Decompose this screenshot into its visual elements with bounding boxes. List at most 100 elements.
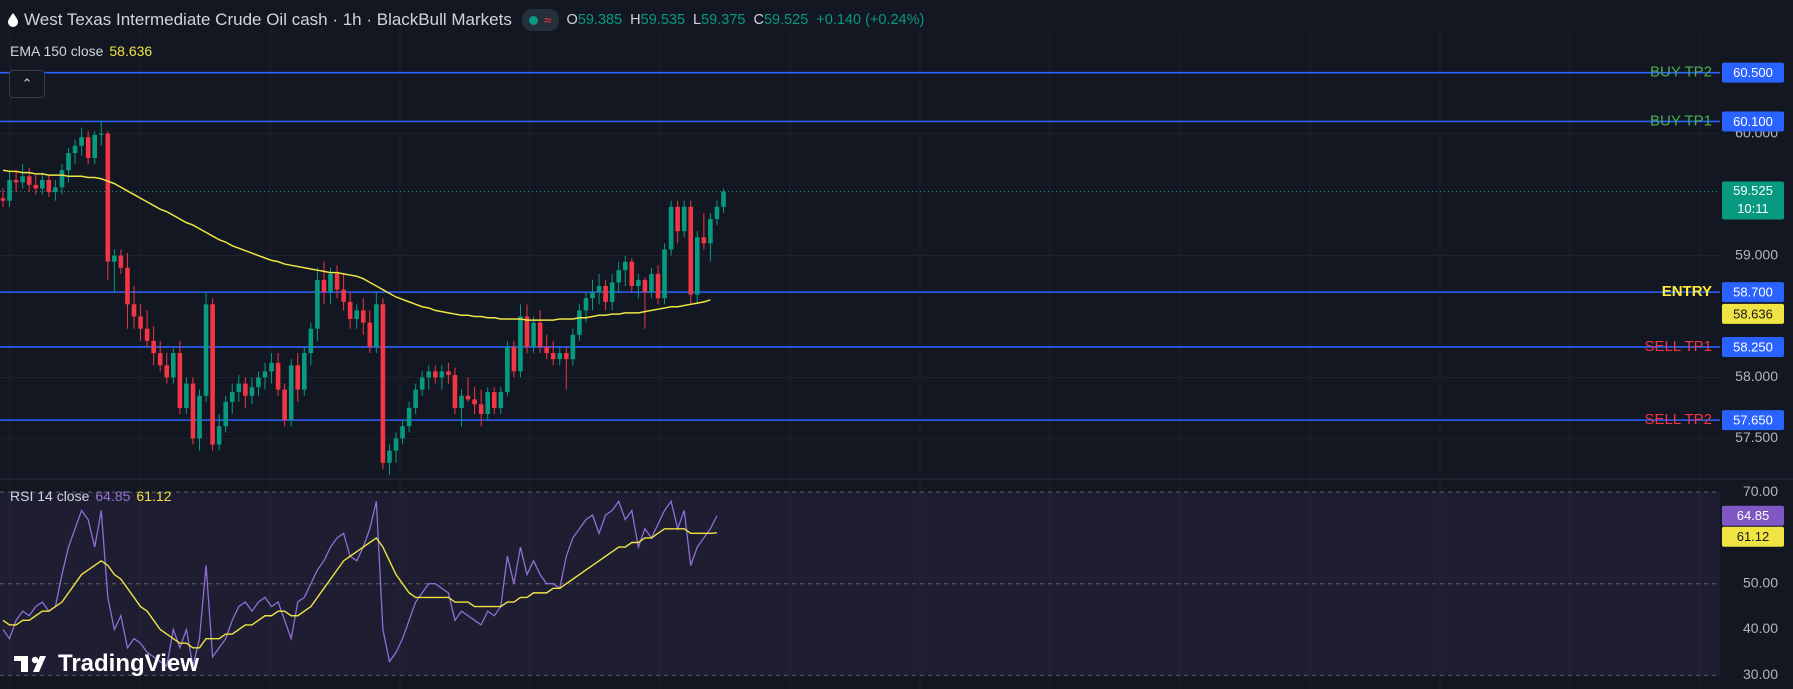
candle-body bbox=[131, 304, 137, 317]
candle-body bbox=[197, 395, 202, 439]
candle-body bbox=[46, 179, 52, 193]
candle-body bbox=[681, 206, 687, 232]
candle-body bbox=[203, 304, 209, 396]
candle-body bbox=[636, 279, 641, 287]
tradingview-logo[interactable]: TradingView bbox=[14, 650, 199, 678]
candle-body bbox=[334, 273, 340, 290]
level-label-buy: BUY TP2 bbox=[1650, 64, 1712, 81]
symbol-title[interactable]: West Texas Intermediate Crude Oil cash ·… bbox=[24, 10, 512, 29]
level-label-sell: SELL TP1 bbox=[1644, 338, 1712, 355]
candle-body bbox=[564, 353, 569, 360]
candle-body bbox=[288, 365, 294, 421]
candle-body bbox=[72, 145, 78, 154]
level-label-buy: BUY TP1 bbox=[1650, 112, 1712, 129]
candle-body bbox=[406, 407, 412, 427]
rsi-tick-label: 70.00 bbox=[1743, 483, 1778, 499]
candle-body bbox=[79, 137, 84, 146]
level-label-entry: ENTRY bbox=[1662, 283, 1712, 300]
candle-body bbox=[360, 310, 366, 323]
candle-body bbox=[668, 206, 674, 250]
candle-body bbox=[315, 279, 320, 329]
candle-body bbox=[629, 261, 635, 287]
candle-body bbox=[419, 377, 425, 390]
rsi-value-tag-box bbox=[1722, 505, 1784, 526]
candle-body bbox=[295, 365, 301, 390]
candle-body bbox=[59, 170, 65, 188]
ohlc-readout: O59.385 H59.535 L59.375 C59.525 +0.140 (… bbox=[567, 12, 925, 28]
candle-body bbox=[714, 206, 720, 219]
level-price-tag-text: 58.700 bbox=[1733, 285, 1773, 300]
candle-body bbox=[112, 255, 117, 262]
candle-body bbox=[171, 353, 176, 378]
candle-body bbox=[550, 353, 556, 360]
price-tick-label: 57.500 bbox=[1735, 429, 1778, 445]
candle-body bbox=[622, 261, 628, 271]
candle-body bbox=[609, 282, 615, 302]
candle-body bbox=[459, 395, 464, 408]
candle-body bbox=[465, 395, 471, 400]
collapse-legend-button[interactable]: ⌃ bbox=[9, 70, 45, 98]
candle-body bbox=[164, 365, 170, 378]
level-price-tag-text: 58.250 bbox=[1733, 339, 1773, 354]
candle-body bbox=[341, 289, 346, 302]
chart-header: West Texas Intermediate Crude Oil cash ·… bbox=[8, 8, 924, 32]
candle-body bbox=[662, 249, 667, 299]
rsi-legend[interactable]: RSI 14 close 64.85 61.12 bbox=[10, 488, 171, 504]
candle-body bbox=[701, 237, 707, 244]
candle-body bbox=[557, 353, 563, 360]
candle-body bbox=[249, 387, 255, 396]
candle-body bbox=[433, 371, 438, 378]
close-value: 59.525 bbox=[763, 12, 809, 28]
candle-body bbox=[210, 304, 215, 445]
candle-body bbox=[446, 371, 451, 376]
candle-body bbox=[400, 426, 405, 439]
rsi-legend-label: RSI 14 close bbox=[10, 488, 90, 504]
level-price-tag-box bbox=[1722, 336, 1784, 357]
market-status-badge[interactable]: ≈ bbox=[521, 9, 559, 31]
rsi-ma-legend-value: 61.12 bbox=[136, 488, 172, 504]
candle-body bbox=[33, 184, 39, 189]
ema-legend[interactable]: EMA 150 close 58.636 bbox=[10, 43, 152, 59]
candle-body bbox=[321, 279, 327, 293]
low-label: L bbox=[693, 12, 702, 28]
candle-body bbox=[125, 267, 130, 305]
candle-body bbox=[531, 322, 536, 347]
candle-body bbox=[105, 133, 111, 262]
candle-body bbox=[498, 392, 504, 408]
rsi-ma-line bbox=[2, 528, 718, 649]
rsi-line bbox=[2, 499, 718, 668]
ema-line bbox=[2, 169, 711, 321]
last-price-tag bbox=[1722, 181, 1784, 220]
rsi-value-tag-text: 64.85 bbox=[1737, 508, 1770, 523]
candle-body bbox=[577, 310, 582, 335]
close-label: C bbox=[753, 12, 764, 28]
candle-body bbox=[92, 134, 97, 159]
candle-body bbox=[302, 353, 307, 390]
candle-body bbox=[184, 383, 189, 408]
level-price-tag-box bbox=[1722, 282, 1784, 303]
candle-body bbox=[708, 218, 713, 244]
candle-body bbox=[688, 206, 694, 295]
candle-body bbox=[262, 371, 268, 378]
candle-body bbox=[721, 191, 726, 207]
candle-body bbox=[380, 304, 386, 463]
candle-body bbox=[537, 322, 543, 347]
candle-body bbox=[229, 392, 235, 402]
candle-body bbox=[328, 273, 333, 293]
candle-body bbox=[157, 353, 163, 366]
candle-body bbox=[275, 362, 281, 390]
ema-legend-value: 58.636 bbox=[109, 43, 153, 59]
candle-body bbox=[603, 286, 608, 302]
candle-body bbox=[144, 328, 150, 341]
price-tick-label: 59.000 bbox=[1735, 246, 1778, 262]
candle-body bbox=[491, 392, 497, 408]
level-price-tag-text: 57.650 bbox=[1733, 413, 1773, 428]
candle-body bbox=[269, 362, 274, 372]
rsi-tick-label: 30.00 bbox=[1743, 666, 1778, 682]
candle-body bbox=[66, 153, 71, 171]
tradingview-logo-icon bbox=[14, 656, 46, 672]
high-value: 59.535 bbox=[640, 12, 686, 28]
candle-body bbox=[138, 316, 143, 329]
change-value: +0.140 (+0.24%) bbox=[816, 12, 925, 28]
